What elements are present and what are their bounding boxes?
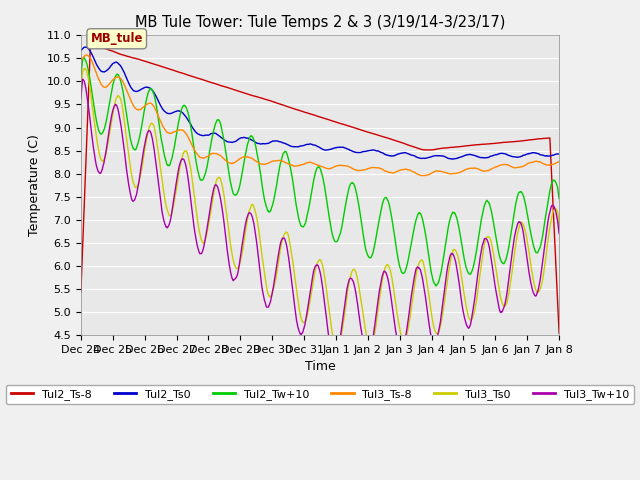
X-axis label: Time: Time: [305, 360, 335, 373]
Title: MB Tule Tower: Tule Temps 2 & 3 (3/19/14-3/23/17): MB Tule Tower: Tule Temps 2 & 3 (3/19/14…: [135, 15, 505, 30]
Text: MB_tule: MB_tule: [90, 32, 143, 45]
Y-axis label: Temperature (C): Temperature (C): [28, 134, 41, 236]
Legend: Tul2_Ts-8, Tul2_Ts0, Tul2_Tw+10, Tul3_Ts-8, Tul3_Ts0, Tul3_Tw+10: Tul2_Ts-8, Tul2_Ts0, Tul2_Tw+10, Tul3_Ts…: [6, 384, 634, 404]
